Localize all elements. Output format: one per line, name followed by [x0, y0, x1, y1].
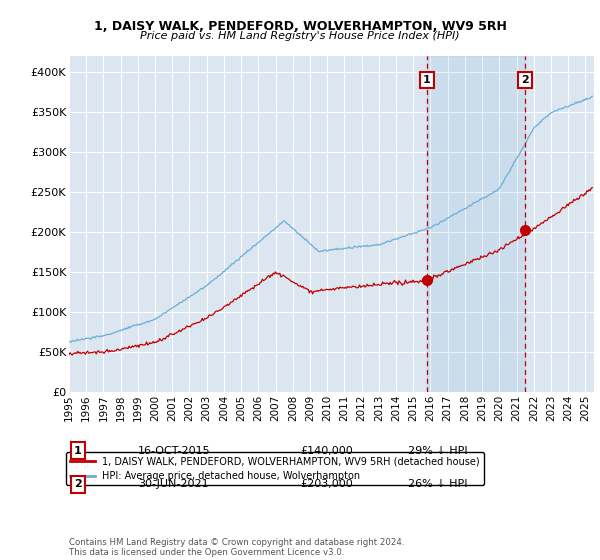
Bar [427, 56, 525, 392]
Text: 1: 1 [423, 75, 431, 85]
Text: 26% ↓ HPI: 26% ↓ HPI [408, 479, 467, 489]
Text: 30-JUN-2021: 30-JUN-2021 [138, 479, 209, 489]
Text: 1, DAISY WALK, PENDEFORD, WOLVERHAMPTON, WV9 5RH: 1, DAISY WALK, PENDEFORD, WOLVERHAMPTON,… [94, 20, 506, 32]
Text: £140,000: £140,000 [300, 446, 353, 456]
Text: Contains HM Land Registry data © Crown copyright and database right 2024.
This d: Contains HM Land Registry data © Crown c… [69, 538, 404, 557]
Text: 29% ↓ HPI: 29% ↓ HPI [408, 446, 467, 456]
Text: 2: 2 [74, 479, 82, 489]
Text: 16-OCT-2015: 16-OCT-2015 [138, 446, 211, 456]
Legend: 1, DAISY WALK, PENDEFORD, WOLVERHAMPTON, WV9 5RH (detached house), HPI: Average : 1, DAISY WALK, PENDEFORD, WOLVERHAMPTON,… [67, 452, 484, 485]
Text: Price paid vs. HM Land Registry's House Price Index (HPI): Price paid vs. HM Land Registry's House … [140, 31, 460, 41]
Text: £203,000: £203,000 [300, 479, 353, 489]
Text: 1: 1 [74, 446, 82, 456]
Text: 2: 2 [521, 75, 529, 85]
